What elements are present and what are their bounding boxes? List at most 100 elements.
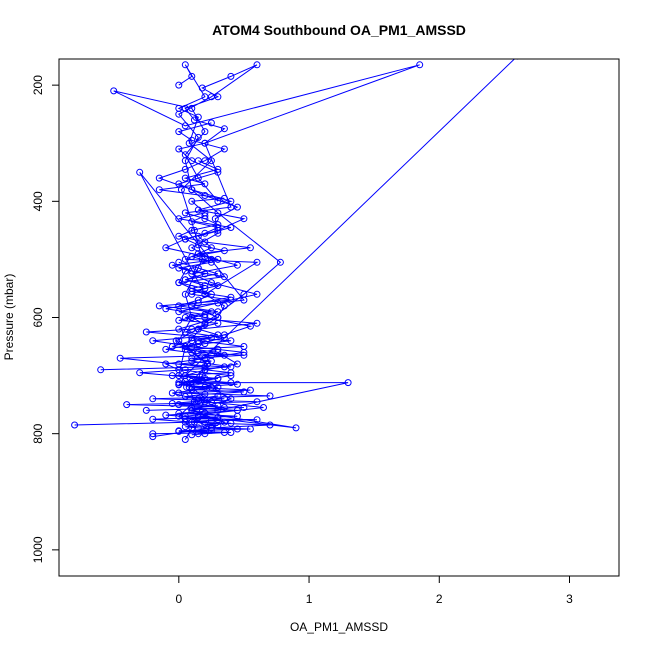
data-point bbox=[181, 209, 189, 217]
data-point bbox=[220, 302, 228, 310]
data-point bbox=[188, 325, 196, 333]
data-point bbox=[198, 255, 206, 263]
data-point bbox=[181, 423, 189, 431]
data-point bbox=[246, 244, 254, 252]
data-point bbox=[194, 133, 202, 141]
data-point bbox=[201, 321, 209, 328]
data-point bbox=[181, 122, 189, 130]
data-point bbox=[162, 244, 170, 252]
data-point bbox=[201, 209, 209, 217]
data-point bbox=[201, 212, 209, 220]
data-point bbox=[207, 398, 215, 406]
data-point bbox=[172, 337, 180, 345]
data-point bbox=[149, 395, 157, 403]
data-point bbox=[240, 296, 248, 304]
data-point bbox=[168, 343, 176, 350]
data-point bbox=[214, 197, 222, 205]
data-point bbox=[188, 197, 196, 205]
data-point bbox=[207, 334, 215, 342]
data-point bbox=[214, 224, 222, 231]
x-tick-label: 0 bbox=[175, 592, 182, 606]
data-point bbox=[162, 411, 170, 419]
data-point bbox=[201, 409, 209, 417]
data-point bbox=[162, 345, 170, 353]
data-point bbox=[162, 360, 170, 368]
data-point bbox=[211, 215, 219, 223]
data-point bbox=[181, 174, 189, 182]
data-point bbox=[175, 279, 183, 287]
data-point bbox=[214, 270, 222, 278]
data-point bbox=[220, 351, 228, 359]
data-point bbox=[97, 366, 105, 374]
data-point bbox=[175, 337, 183, 345]
data-point bbox=[220, 273, 228, 281]
data-point bbox=[214, 375, 222, 382]
x-axis: 0 1 2 3 bbox=[175, 575, 573, 606]
data-point bbox=[194, 412, 202, 420]
data-point bbox=[233, 261, 241, 269]
data-point bbox=[227, 72, 235, 80]
data-point bbox=[344, 379, 352, 387]
data-point bbox=[227, 296, 235, 304]
data-point bbox=[207, 426, 215, 434]
data-point bbox=[220, 395, 228, 403]
data-point bbox=[246, 425, 254, 433]
data-point bbox=[188, 267, 196, 275]
data-point bbox=[175, 316, 183, 324]
data-point bbox=[188, 226, 196, 234]
data-point bbox=[233, 360, 241, 368]
data-point bbox=[181, 235, 189, 243]
data-point bbox=[253, 319, 261, 327]
data-point bbox=[198, 84, 206, 92]
data-point bbox=[188, 418, 196, 426]
data-point bbox=[155, 174, 163, 182]
data-point bbox=[194, 241, 202, 249]
data-point bbox=[188, 244, 196, 252]
data-point bbox=[214, 209, 222, 217]
data-point bbox=[220, 429, 228, 436]
data-point bbox=[142, 406, 150, 414]
data-point bbox=[175, 360, 183, 368]
data-point bbox=[201, 375, 209, 382]
data-point bbox=[214, 348, 222, 356]
data-point bbox=[515, 59, 520, 60]
data-point bbox=[194, 337, 202, 345]
data-point bbox=[240, 215, 248, 223]
data-point bbox=[110, 87, 118, 95]
data-point bbox=[190, 226, 198, 234]
data-point bbox=[214, 255, 222, 263]
data-point bbox=[220, 363, 228, 371]
data-point bbox=[136, 369, 144, 377]
data-point bbox=[240, 388, 248, 396]
data-point bbox=[190, 418, 198, 426]
data-point bbox=[214, 165, 222, 173]
data-point bbox=[220, 418, 228, 426]
data-point bbox=[168, 400, 176, 407]
data-point bbox=[175, 128, 183, 136]
data-point bbox=[149, 415, 157, 423]
data-point bbox=[227, 372, 235, 380]
data-point bbox=[162, 305, 170, 313]
data-point bbox=[220, 334, 228, 342]
plot-area bbox=[71, 59, 520, 443]
data-point bbox=[201, 290, 209, 298]
data-point bbox=[220, 145, 228, 153]
data-point bbox=[188, 302, 196, 310]
data-point bbox=[227, 224, 235, 231]
data-point bbox=[188, 406, 196, 414]
data-point bbox=[233, 380, 241, 388]
data-point bbox=[149, 433, 157, 441]
data-point bbox=[175, 409, 183, 417]
data-point bbox=[201, 354, 209, 362]
data-point bbox=[188, 357, 196, 365]
data-point bbox=[188, 72, 196, 80]
data-point bbox=[201, 270, 209, 278]
data-point bbox=[246, 386, 254, 394]
data-point bbox=[168, 372, 176, 380]
data-point bbox=[194, 377, 202, 385]
data-point bbox=[214, 413, 222, 421]
data-point bbox=[194, 397, 202, 405]
data-point bbox=[194, 340, 202, 348]
data-point bbox=[175, 81, 183, 89]
